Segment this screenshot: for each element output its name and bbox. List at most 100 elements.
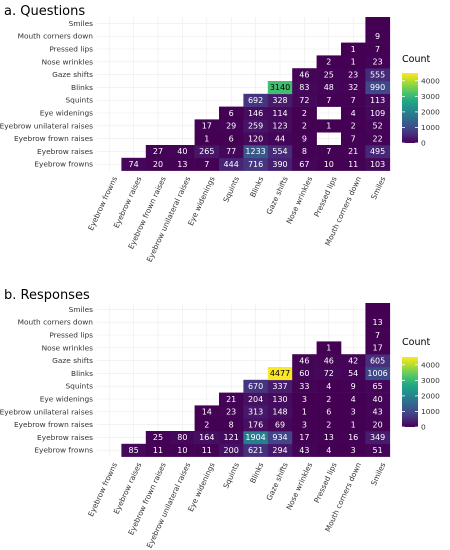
heatmap-cell [365, 303, 391, 317]
x-tick-label-pressed-lips: Pressed lips [312, 175, 339, 219]
cell-value-label: 121 [224, 433, 239, 442]
heatmap-cell [243, 443, 269, 457]
cell-value-label: 6 [229, 134, 234, 143]
heatmap-cell [365, 405, 391, 419]
cell-value-label: 14 [202, 408, 212, 417]
heatmap-panel-responses: b. Responses Eyebrow frowns Eyebrow raises… [0, 288, 440, 549]
x-tick-label-squints: Squints [221, 461, 241, 490]
y-tick-label-eyebrow-frown-raises: Eyebrow frown raises [14, 420, 93, 429]
heatmap-cell [219, 119, 244, 133]
cell-value-label: 265 [199, 147, 214, 156]
heatmap-cell [267, 392, 293, 406]
heatmap-cell [243, 431, 269, 445]
cell-value-label: 13 [324, 433, 334, 442]
heatmap-cell [145, 443, 171, 457]
cell-value-label: 43 [373, 408, 383, 417]
heatmap-cell [267, 119, 293, 133]
legend-tick-label: 2000 [421, 391, 440, 400]
cell-value-label: 2 [302, 109, 307, 118]
cell-value-label: 444 [224, 160, 239, 169]
cell-value-label: 3 [351, 408, 356, 417]
heatmap-cell [267, 157, 293, 171]
heatmap-cell [316, 157, 342, 171]
y-tick-label-gaze-shifts: Gaze shifts [52, 356, 93, 365]
cell-value-label: 46 [324, 356, 334, 365]
heatmap-cell [341, 119, 366, 133]
cell-value-label: 146 [248, 109, 263, 118]
heatmap-cell [365, 379, 391, 393]
heatmap-cell [316, 145, 342, 159]
y-tick-label-eye-widenings: Eye widenings [40, 395, 93, 404]
x-tick-label-eyebrow-unilateral-raises: Eyebrow unilateral raises [145, 175, 193, 264]
heatmap-cell [316, 341, 342, 355]
cell-value-label: 114 [272, 109, 287, 118]
heatmap-cell [170, 443, 195, 457]
heatmap-cell [292, 119, 317, 133]
heatmap-cell [292, 68, 317, 82]
cell-value-label: 40 [177, 147, 187, 156]
cell-value-label: 120 [248, 134, 263, 143]
heatmap-cell [341, 68, 366, 82]
y-tick-label-pressed-lips: Pressed lips [49, 331, 93, 340]
heatmap-cell [292, 379, 317, 393]
cell-value-label: 148 [272, 408, 287, 417]
cell-value-label: 40 [373, 395, 383, 404]
chart-title: a. Questions [4, 4, 85, 19]
heatmap-cell [292, 418, 317, 432]
heatmap-cell [243, 145, 269, 159]
y-tick-label-squints: Squints [65, 96, 93, 105]
cell-value-label: 32 [348, 83, 358, 92]
cell-value-label: 7 [326, 147, 331, 156]
cell-value-label: 48 [324, 83, 334, 92]
heatmap-cell [219, 132, 244, 146]
heatmap-cell [292, 106, 317, 120]
heatmap-cell [365, 106, 391, 120]
heatmap-cell [243, 93, 269, 107]
cell-value-label: 2 [326, 58, 331, 67]
cell-value-label: 77 [226, 147, 236, 156]
y-tick-label-nose-wrinkles: Nose wrinkles [42, 57, 93, 66]
x-tick-label-gaze-shifts: Gaze shifts [264, 461, 289, 502]
cell-value-label: 204 [248, 395, 263, 404]
heatmap-cell [219, 157, 244, 171]
cell-value-label: 7 [375, 331, 380, 340]
legend-tick-label: 3000 [421, 376, 440, 385]
heatmap-cell [341, 157, 366, 171]
cell-value-label: 69 [275, 420, 285, 429]
heatmap-cell [267, 367, 293, 381]
cell-value-label: 1 [351, 45, 356, 54]
heatmap-cell [316, 443, 342, 457]
cell-value-label: 7 [375, 45, 380, 54]
cell-value-label: 22 [373, 134, 383, 143]
heatmap-cell [341, 81, 366, 95]
cell-value-label: 72 [324, 369, 334, 378]
heatmap-cell [365, 443, 391, 457]
cell-value-label: 2 [326, 395, 331, 404]
x-tick-label-smiles: Smiles [369, 461, 388, 487]
heatmap-cell [316, 418, 342, 432]
cell-value-label: 4 [326, 382, 331, 391]
cell-value-label: 29 [226, 122, 236, 131]
cell-value-label: 46 [299, 70, 309, 79]
cell-value-label: 554 [272, 147, 287, 156]
cell-value-label: 17 [373, 344, 383, 353]
heatmap-cell [194, 145, 220, 159]
heatmap-cell [219, 431, 244, 445]
cell-value-label: 3 [302, 395, 307, 404]
heatmap-cell [365, 68, 391, 82]
x-tick-label-nose-wrinkles: Nose wrinkles [284, 461, 314, 511]
cell-value-label: 7 [326, 96, 331, 105]
y-tick-label-blinks: Blinks [71, 83, 93, 92]
cell-value-label: 83 [299, 83, 309, 92]
cell-value-label: 716 [248, 160, 263, 169]
heatmap-cell [316, 405, 342, 419]
heatmap-cell [219, 106, 244, 120]
cell-value-label: 23 [348, 70, 358, 79]
cell-value-label: 8 [302, 147, 307, 156]
cell-value-label: 1904 [245, 433, 265, 442]
cell-value-label: 23 [373, 58, 383, 67]
cell-value-label: 16 [348, 433, 358, 442]
cell-value-label: 54 [348, 369, 358, 378]
heatmap-cell [219, 405, 244, 419]
